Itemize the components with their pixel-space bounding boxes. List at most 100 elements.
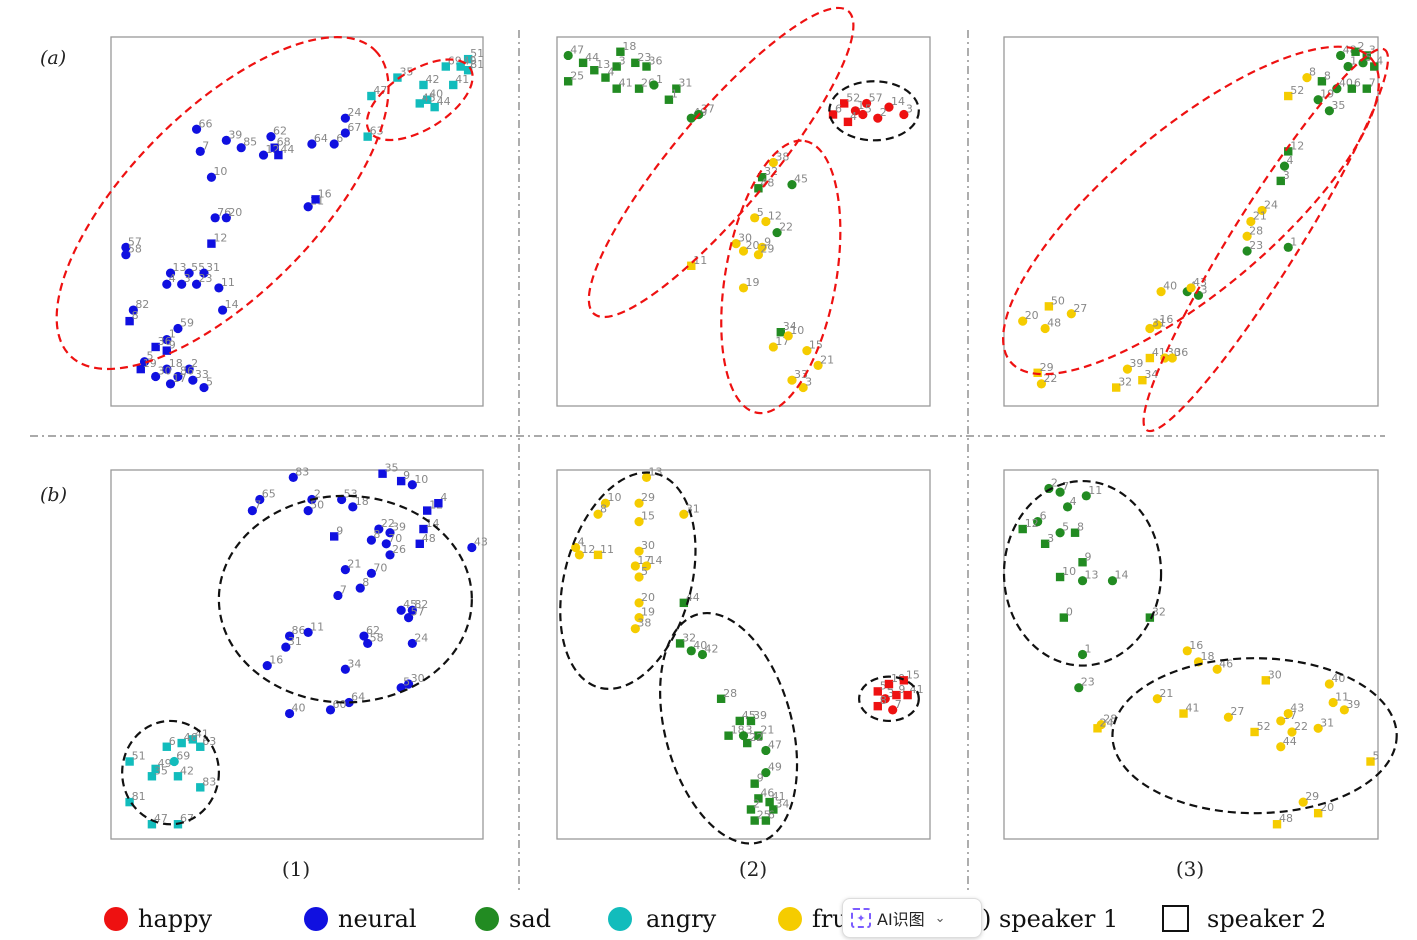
point-label: 35 (385, 462, 399, 475)
scatter-panels: 6639857626812446466724102116762012575813… (55, 6, 1398, 845)
point-fru-speaker-1 (813, 360, 823, 371)
point-sad-speaker-2 (716, 694, 726, 703)
point-fru-speaker-1 (1036, 379, 1046, 389)
point-label: 3 (887, 687, 894, 700)
point-label: 43 (474, 535, 488, 548)
point-angry-speaker-2 (423, 95, 432, 104)
point-label: 57 (869, 91, 883, 104)
point-label: 22 (779, 221, 793, 234)
point-label: 41 (619, 77, 633, 90)
point-neural-speaker-1 (381, 539, 391, 549)
point-label: 43 (1290, 702, 1304, 715)
point-label: 19 (746, 276, 760, 289)
point-fru-speaker-2 (1261, 676, 1270, 685)
point-label: 51 (132, 750, 146, 763)
point-label: 19 (143, 357, 157, 370)
point-neural-speaker-2 (274, 150, 283, 160)
point-label: 15 (906, 668, 920, 681)
point-label: 68 (277, 136, 291, 149)
point-sad-speaker-2 (746, 805, 756, 814)
point-angry-speaker-2 (125, 797, 134, 807)
cluster-ellipse-black (1002, 479, 1163, 667)
panel-frame (110, 36, 484, 407)
point-sad-speaker-2 (642, 62, 651, 71)
point-neural-speaker-1 (195, 146, 205, 156)
legend-label-happy: happy (138, 905, 212, 933)
point-neural-speaker-2 (311, 195, 320, 204)
point-sad-speaker-2 (631, 58, 640, 68)
point-label: 34 (347, 657, 361, 670)
point-neural-speaker-1 (165, 379, 176, 389)
point-label: 38 (775, 150, 789, 163)
point-label: 29 (1305, 790, 1319, 803)
point-sad-speaker-2 (1018, 524, 1027, 534)
point-label: 21 (820, 353, 834, 366)
chevron-down-icon[interactable]: ⌄ (934, 910, 946, 926)
point-label: 11 (310, 620, 324, 633)
point-sad-speaker-2 (1370, 62, 1379, 71)
point-label: 21 (760, 724, 774, 737)
point-angry-speaker-2 (151, 764, 160, 774)
point-sad-speaker-1 (686, 646, 696, 656)
point-sad-speaker-2 (750, 779, 759, 788)
point-label: 8 (373, 528, 380, 541)
ai-recognize-label: AI识图 (877, 910, 925, 929)
legend-label-angry: angry (646, 905, 717, 933)
point-fru-speaker-2 (1179, 709, 1188, 718)
point-label: 39 (753, 709, 767, 722)
point-fru-speaker-1 (1152, 694, 1162, 704)
point-neural-speaker-1 (184, 268, 194, 278)
point-label: 7 (202, 139, 209, 152)
point-label: 70 (373, 561, 387, 574)
point-label: 42 (180, 764, 194, 777)
point-sad-speaker-1 (1077, 649, 1088, 660)
point-label: 4 (1376, 55, 1383, 68)
point-label: 46 (760, 786, 774, 799)
point-happy-speaker-2 (873, 687, 882, 696)
point-label: 49 (463, 55, 477, 68)
point-angry-speaker-2 (162, 742, 171, 751)
point-neural-speaker-1 (262, 660, 272, 671)
point-sad-speaker-2 (746, 716, 756, 726)
point-sad-speaker-2 (754, 184, 763, 193)
point-fru-speaker-1 (1167, 353, 1177, 363)
ai-recognize-button[interactable]: ✦ AI识图 ⌄ (842, 898, 982, 938)
point-neural-speaker-1 (236, 143, 246, 153)
point-label: 1 (857, 99, 864, 112)
point-label: 16 (269, 654, 283, 667)
point-sad-speaker-2 (679, 598, 689, 608)
cluster-ellipse-black (659, 611, 799, 845)
point-label: 29 (641, 491, 655, 504)
point-sad-speaker-1 (697, 649, 708, 660)
point-label: 21 (1159, 687, 1173, 700)
point-label: 36 (158, 335, 172, 348)
point-label: 45 (422, 91, 436, 104)
point-fru-speaker-1 (738, 283, 749, 293)
point-sad-speaker-1 (1343, 61, 1353, 72)
point-label: 27 (1230, 705, 1244, 718)
point-angry-speaker-2 (393, 73, 402, 82)
point-sad-speaker-2 (765, 797, 774, 807)
point-label: 3 (1283, 169, 1290, 182)
panel-frame (110, 469, 484, 840)
point-fru-speaker-1 (630, 624, 640, 634)
point-neural-speaker-1 (344, 697, 354, 708)
point-label: 4 (850, 110, 857, 123)
cluster-ellipse-black (828, 80, 920, 142)
point-label: 64 (314, 132, 328, 145)
point-label: 20 (1025, 309, 1039, 322)
point-neural-speaker-1 (151, 371, 161, 382)
point-label: 48 (1047, 317, 1061, 330)
point-label: 18 (622, 40, 636, 53)
legend-label-speaker-1: ) speaker 1 (982, 905, 1118, 933)
point-label: 39 (228, 128, 242, 141)
point-label: 1 (656, 73, 663, 86)
point-label: 41 (772, 790, 786, 803)
point-fru-speaker-1 (783, 331, 793, 341)
point-label: 22 (381, 517, 395, 530)
point-fru-speaker-1 (1283, 708, 1293, 719)
point-label: 66 (199, 117, 213, 130)
legend-swatch-fru (778, 907, 802, 931)
point-neural-speaker-1 (188, 375, 198, 385)
point-label: 60 (332, 698, 346, 711)
